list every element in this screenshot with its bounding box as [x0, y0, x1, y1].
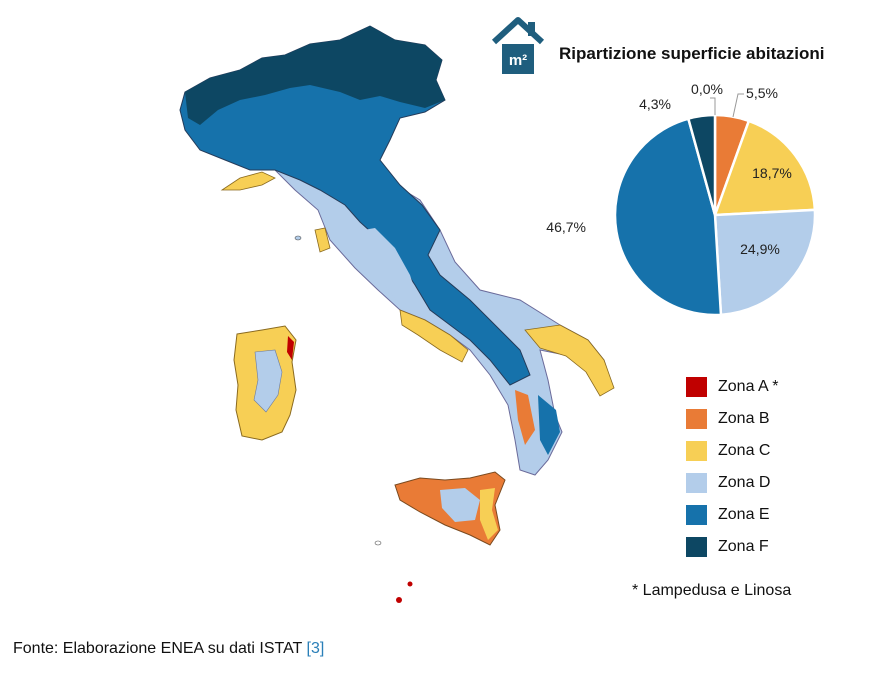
- legend-item-zona-f: Zona F: [686, 531, 779, 563]
- legend-swatch: [686, 537, 707, 557]
- chart-title: Ripartizione superficie abitazioni: [559, 44, 825, 63]
- calabria-zone-b: [515, 390, 535, 445]
- legend-swatch: [686, 409, 707, 429]
- pie-data-label: 4,3%: [639, 96, 671, 112]
- legend-label: Zona E: [718, 506, 770, 523]
- pie-data-label: 46,7%: [546, 219, 586, 235]
- sardinia-zone-a: [287, 336, 294, 360]
- chart-header: m²: [490, 16, 546, 78]
- sicily-zone-c: [480, 488, 498, 540]
- pie-data-label: 24,9%: [740, 241, 780, 257]
- pie-data-label: 0,0%: [691, 81, 723, 97]
- legend-label: Zona D: [718, 474, 771, 491]
- tuscany-coast-zone-c: [314, 227, 331, 253]
- legend-label: Zona B: [718, 410, 770, 427]
- leader-line-zona-b: [732, 93, 744, 118]
- linosa-island: [407, 581, 413, 587]
- source-text: Fonte: Elaborazione ENEA su dati ISTAT: [13, 640, 303, 657]
- elba-island: [294, 235, 302, 241]
- legend-swatch: [686, 505, 707, 525]
- leader-line-zona-a: [710, 97, 716, 115]
- house-icon-label: m²: [509, 52, 527, 69]
- calabria-zone-e: [538, 395, 560, 455]
- pie-slice-zona-e: [613, 117, 723, 316]
- north-zone-e: [179, 25, 531, 386]
- source-reference-link[interactable]: [3]: [306, 640, 325, 657]
- legend-item-zona-e: Zona E: [686, 499, 779, 531]
- sardinia-zone-d: [253, 349, 283, 413]
- legend-swatch: [686, 441, 707, 461]
- legend-note: * Lampedusa e Linosa: [632, 582, 792, 599]
- pie-data-label: 5,5%: [746, 85, 778, 101]
- liguria-coast-zone-c: [220, 171, 276, 191]
- sicily-zone-d: [440, 488, 480, 522]
- legend-swatch: [686, 473, 707, 493]
- pie-chart: 0,0% 5,5% 18,7% 24,9% 46,7% 4,3%: [546, 81, 817, 316]
- lampedusa-island: [396, 597, 402, 603]
- legend-label: Zona A *: [718, 378, 779, 395]
- legend: Zona A * Zona B Zona C Zona D Zona E Zon…: [686, 371, 779, 563]
- apennine-zone-d: [352, 228, 418, 305]
- legend-item-zona-b: Zona B: [686, 403, 779, 435]
- source-caption: Fonte: Elaborazione ENEA su dati ISTAT […: [13, 640, 324, 658]
- adriatic-coast-zone-c: [524, 324, 615, 397]
- legend-label: Zona C: [718, 442, 771, 459]
- legend-item-zona-c: Zona C: [686, 435, 779, 467]
- legend-item-zona-a: Zona A *: [686, 371, 779, 403]
- pie-data-label: 18,7%: [752, 165, 792, 181]
- pie-slice-zona-c: [713, 119, 817, 217]
- pantelleria-island: [374, 540, 382, 546]
- house-m2-icon: m²: [491, 17, 545, 74]
- pie-slice-zona-d: [713, 208, 817, 316]
- alps-zone-f: [185, 26, 445, 125]
- tyrrhenian-coast-zone-c: [399, 309, 469, 363]
- legend-label: Zona F: [718, 538, 769, 555]
- legend-swatch: [686, 377, 707, 397]
- legend-item-zona-d: Zona D: [686, 467, 779, 499]
